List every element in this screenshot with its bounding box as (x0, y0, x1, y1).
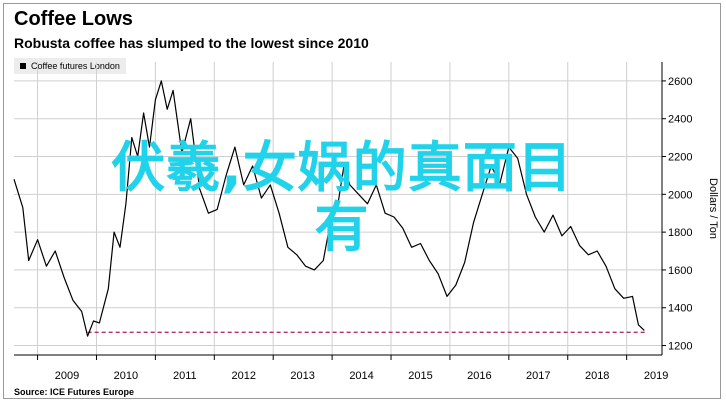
y-tick-label: 1800 (668, 227, 692, 239)
y-tick-label: 1400 (668, 303, 692, 315)
legend-swatch-icon (20, 63, 26, 69)
y-tick-label: 2400 (668, 114, 692, 126)
x-tick-label: 2009 (55, 370, 79, 382)
y-tick-label: 2200 (668, 152, 692, 164)
series-line-coffee-futures (13, 80, 645, 337)
x-tick-label: 2015 (408, 370, 432, 382)
x-tick-label: 2019 (644, 370, 668, 382)
chart-subtitle: Robusta coffee has slumped to the lowest… (14, 35, 369, 51)
x-tick-label: 2013 (290, 370, 314, 382)
y-tick-label: 2600 (668, 76, 692, 88)
source-note: Source: ICE Futures Europe (14, 387, 135, 397)
overlay-line-1: 伏羲,女娲的真面目 (111, 136, 573, 199)
x-tick-label: 2018 (585, 370, 609, 382)
x-tick-label: 2010 (114, 370, 138, 382)
y-tick-label: 2000 (668, 189, 692, 201)
x-tick-label: 2014 (349, 370, 373, 382)
x-tick-label: 2011 (173, 370, 197, 382)
chart-legend: Coffee futures London (14, 58, 126, 74)
chart-frame (3, 3, 721, 399)
overlay-line-2: 有 (314, 196, 370, 259)
x-tick-label: 2017 (526, 370, 550, 382)
y-tick-label: 1200 (668, 341, 692, 353)
x-tick-label: 2012 (232, 370, 256, 382)
y-axis-title: Dollars / Ton (707, 178, 719, 239)
legend-label: Coffee futures London (31, 61, 120, 71)
y-tick-label: 1600 (668, 265, 692, 277)
watermark-overlay: 伏羲,女娲的真面目 有 (22, 138, 662, 258)
chart-title: Coffee Lows (14, 8, 133, 30)
x-tick-label: 2016 (467, 370, 491, 382)
